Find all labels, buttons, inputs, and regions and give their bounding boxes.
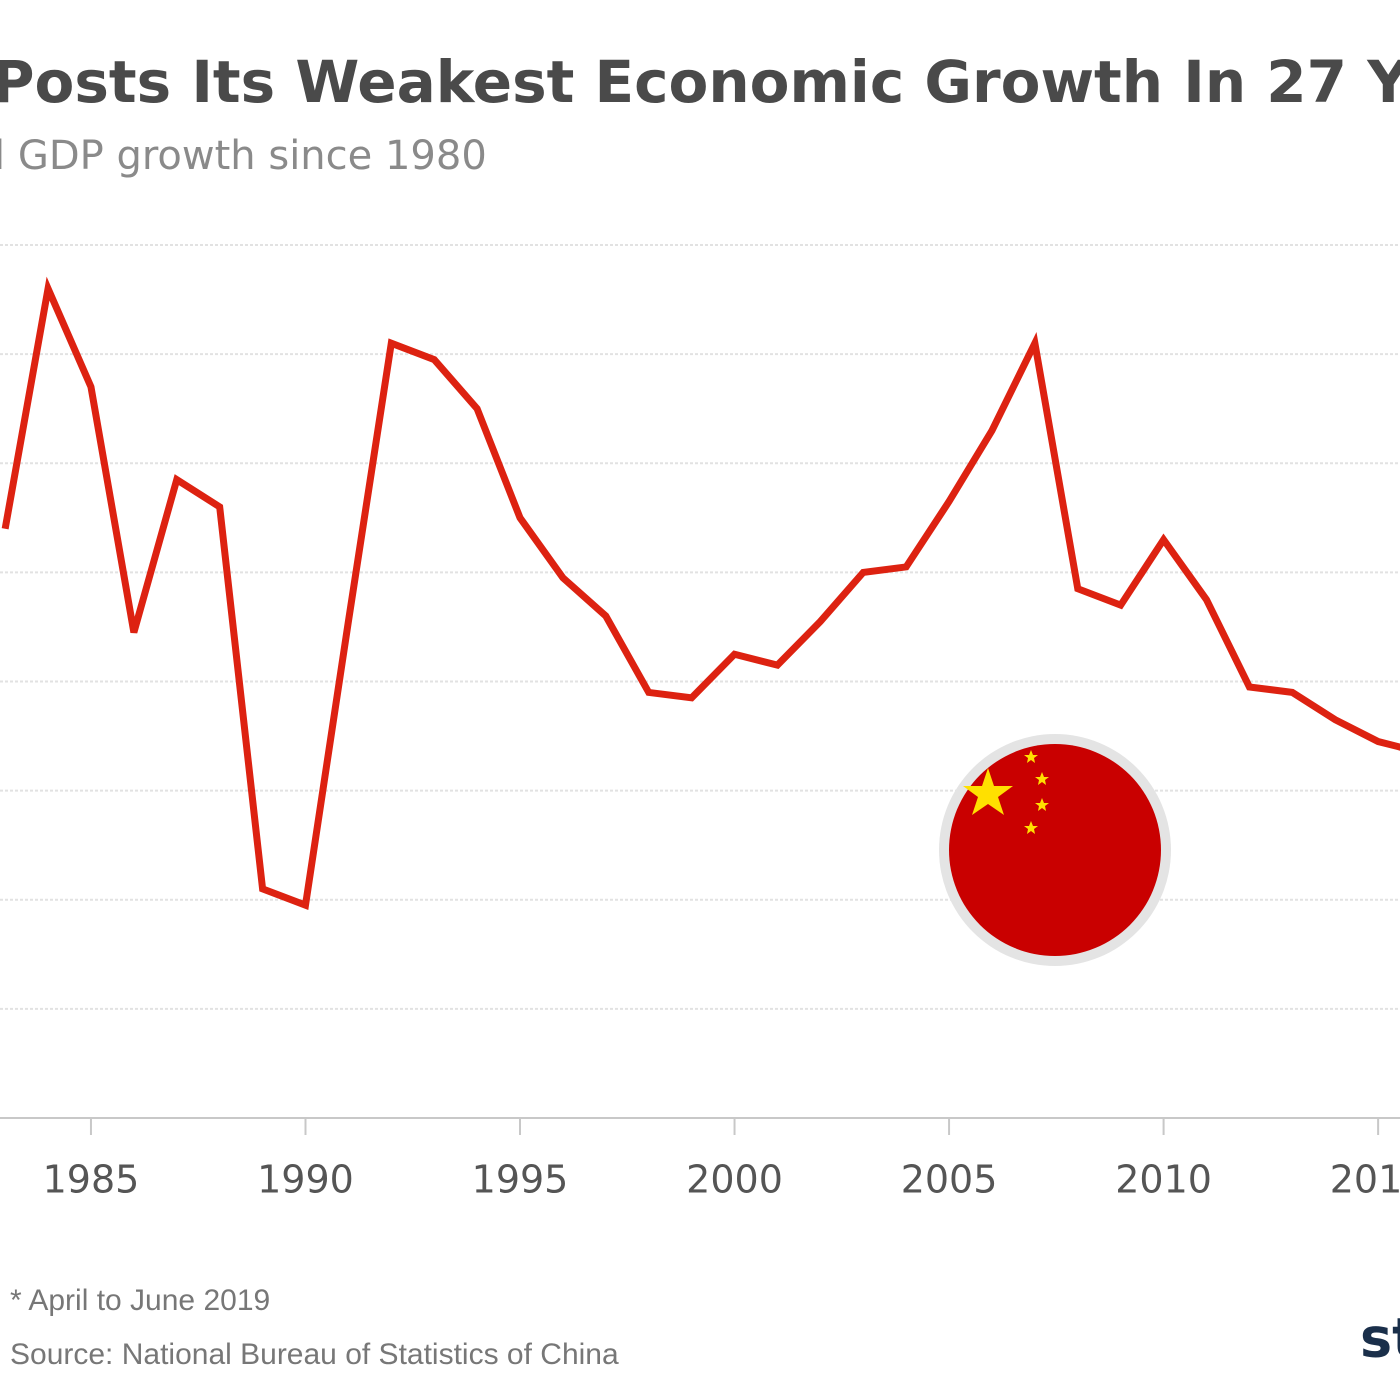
x-tick-label: 2010 (1115, 1158, 1212, 1202)
flag-disc (949, 744, 1161, 956)
logo: st (1360, 1307, 1400, 1370)
chart-title: Posts Its Weakest Economic Growth In 27 … (0, 48, 1400, 116)
x-tick-label: 2005 (901, 1158, 998, 1202)
flag (939, 734, 1171, 966)
chart-subtitle: l GDP growth since 1980 (0, 133, 487, 179)
flag-star (963, 768, 1013, 815)
footnote: * April to June 2019 (10, 1284, 270, 1317)
flag-star (1035, 772, 1049, 785)
flag-star (1024, 821, 1038, 834)
flag-star (1035, 798, 1049, 811)
x-tick-label: 2015 (1330, 1158, 1400, 1202)
source: Source: National Bureau of Statistics of… (10, 1338, 619, 1371)
x-tick-label: 1985 (43, 1158, 140, 1202)
x-tick-label: 2000 (686, 1158, 783, 1202)
x-tick-label: 1995 (472, 1158, 569, 1202)
plot-area: 1985 1990 1995 2000 2005 2010 2015 (0, 244, 1400, 1202)
x-tick-label: 1990 (257, 1158, 354, 1202)
data-line (1, 276, 1400, 911)
flag-star (1024, 750, 1038, 763)
